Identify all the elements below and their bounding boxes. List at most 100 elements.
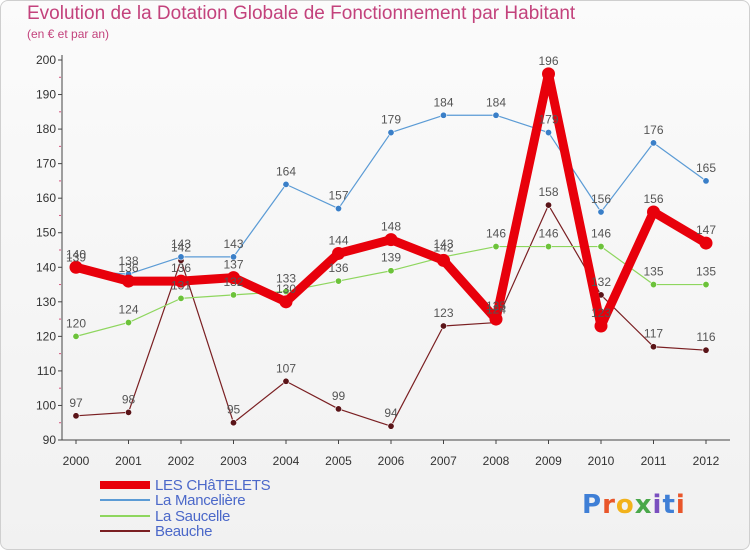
data-label: 135 xyxy=(696,265,716,279)
y-tick-label: 190 xyxy=(36,88,56,102)
data-label: 184 xyxy=(486,95,506,109)
data-point xyxy=(335,406,341,412)
x-tick-label: 2005 xyxy=(325,454,352,468)
x-tick-label: 2009 xyxy=(535,454,562,468)
data-label: 164 xyxy=(276,164,296,178)
x-tick-label: 2011 xyxy=(641,454,667,468)
data-label: 156 xyxy=(591,192,611,206)
data-label: 146 xyxy=(486,227,506,241)
data-label: 196 xyxy=(538,54,558,68)
data-label: 136 xyxy=(171,261,191,275)
x-tick-label: 2001 xyxy=(115,454,142,468)
x-tick-label: 2006 xyxy=(378,454,405,468)
data-point xyxy=(545,202,551,208)
data-label: 156 xyxy=(643,192,663,206)
data-label: 137 xyxy=(223,258,243,272)
data-label: 139 xyxy=(66,251,86,265)
data-point xyxy=(545,243,551,249)
logo-letter: P xyxy=(582,490,602,520)
data-label: 184 xyxy=(433,95,453,109)
legend-swatch xyxy=(100,499,150,501)
data-label: 124 xyxy=(118,303,138,317)
data-point xyxy=(598,243,604,249)
data-point xyxy=(73,413,79,419)
data-label: 116 xyxy=(696,330,715,344)
data-point xyxy=(125,409,131,415)
data-label: 158 xyxy=(538,185,558,199)
data-point xyxy=(335,278,341,284)
data-point xyxy=(437,254,450,267)
data-label: 179 xyxy=(538,113,558,127)
data-point xyxy=(703,281,709,287)
y-tick-label: 200 xyxy=(36,53,56,67)
legend-item: La Mancelière xyxy=(100,492,245,508)
y-tick-label: 140 xyxy=(36,260,56,274)
data-point xyxy=(595,320,608,333)
logo-letter: t xyxy=(662,490,675,520)
data-label: 99 xyxy=(332,389,346,403)
data-point xyxy=(650,281,656,287)
x-tick-label: 2000 xyxy=(63,454,90,468)
data-label: 123 xyxy=(433,306,453,320)
legend-swatch xyxy=(100,481,150,489)
data-point xyxy=(335,205,341,211)
data-point xyxy=(647,206,660,219)
data-label: 107 xyxy=(276,361,296,375)
data-point xyxy=(178,295,184,301)
y-tick-label: 150 xyxy=(36,226,56,240)
data-point xyxy=(440,323,446,329)
x-tick-label: 2012 xyxy=(693,454,720,468)
data-label: 139 xyxy=(381,251,401,265)
data-label: 95 xyxy=(227,403,241,417)
logo-letter: i xyxy=(676,490,686,520)
y-tick-label: 100 xyxy=(36,398,56,412)
data-point xyxy=(493,112,499,118)
data-label: 120 xyxy=(66,316,86,330)
data-point xyxy=(650,140,656,146)
y-tick-label: 130 xyxy=(36,295,56,309)
data-label: 132 xyxy=(223,275,243,289)
data-label: 124 xyxy=(486,303,506,317)
logo-letter: x xyxy=(635,490,653,520)
data-label: 133 xyxy=(276,271,296,285)
data-point xyxy=(650,344,656,350)
y-tick-label: 90 xyxy=(43,433,57,447)
x-tick-label: 2010 xyxy=(588,454,615,468)
x-tick-label: 2008 xyxy=(483,454,510,468)
logo-letter: i xyxy=(653,490,663,520)
y-tick-label: 160 xyxy=(36,191,56,205)
legend-swatch xyxy=(100,515,150,517)
data-point xyxy=(440,112,446,118)
data-label: 165 xyxy=(696,161,716,175)
data-point xyxy=(230,292,236,298)
data-label: 142 xyxy=(171,240,191,254)
data-point xyxy=(700,237,713,250)
data-point xyxy=(703,178,709,184)
data-point xyxy=(598,209,604,215)
data-point xyxy=(122,275,135,288)
data-point xyxy=(125,319,131,325)
y-tick-label: 170 xyxy=(36,157,56,171)
data-label: 143 xyxy=(223,237,243,251)
data-label: 136 xyxy=(328,261,348,275)
data-label: 97 xyxy=(69,396,83,410)
data-point xyxy=(388,268,394,274)
data-point xyxy=(545,129,551,135)
y-tick-label: 110 xyxy=(37,364,56,378)
data-point xyxy=(493,243,499,249)
y-tick-label: 180 xyxy=(36,122,56,136)
data-point xyxy=(388,423,394,429)
data-label: 143 xyxy=(433,237,453,251)
data-label: 147 xyxy=(696,223,716,237)
data-point xyxy=(385,233,398,246)
data-point xyxy=(388,129,394,135)
x-tick-label: 2007 xyxy=(430,454,457,468)
y-tick-label: 120 xyxy=(36,329,56,343)
data-label: 131 xyxy=(171,278,191,292)
data-point xyxy=(332,247,345,260)
data-label: 117 xyxy=(644,327,663,341)
logo-letter: r xyxy=(602,490,616,520)
data-label: 179 xyxy=(381,113,401,127)
x-tick-label: 2004 xyxy=(273,454,300,468)
